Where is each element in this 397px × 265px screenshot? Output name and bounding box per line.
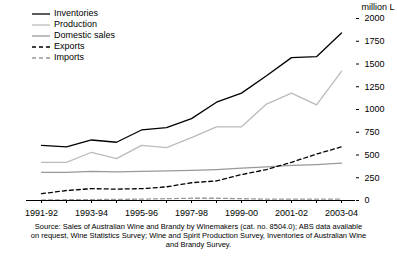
svg-text:0: 0 [365,195,370,205]
svg-text:1750: 1750 [365,36,385,46]
html-text:Domestic sales: Domestic sales [54,30,115,40]
svg-text:2000: 2000 [365,13,385,23]
svg-text:1993-94: 1993-94 [75,208,108,218]
html-text:Source: Sales of Australian Wi: Source: Sales of Australian Wine and Bra… [30,222,367,249]
svg-text:1997-98: 1997-98 [175,208,208,218]
html-text:Production: Production [54,19,97,29]
html-text:Imports: Imports [54,52,84,62]
svg-text:1999-00: 1999-00 [225,208,258,218]
svg-text:1500: 1500 [365,59,385,69]
svg-text:1995-96: 1995-96 [125,208,158,218]
svg-text:1250: 1250 [365,82,385,92]
svg-text:1991-92: 1991-92 [25,208,58,218]
svg-text:2001-02: 2001-02 [275,208,308,218]
svg-text:500: 500 [365,150,380,160]
svg-text:750: 750 [365,127,380,137]
svg-text:1000: 1000 [365,104,385,114]
html-text:Inventories: Inventories [54,8,98,18]
svg-text:2003-04: 2003-04 [325,208,358,218]
svg-text:250: 250 [365,173,380,183]
svg-text:million L: million L [361,2,394,12]
html-text:Exports: Exports [54,41,85,51]
